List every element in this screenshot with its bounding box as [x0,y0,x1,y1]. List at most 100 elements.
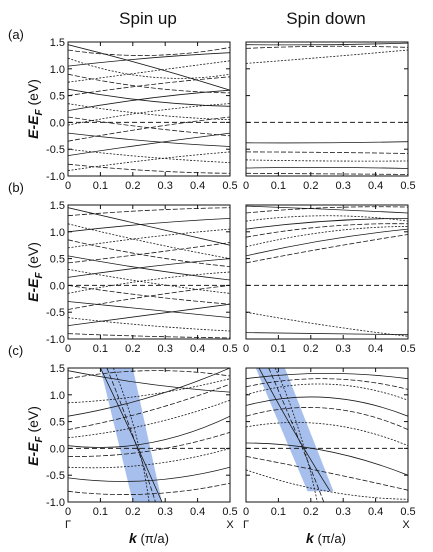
band-line [246,159,408,162]
ylabel-unit: (eV) [25,242,41,272]
band-line [68,44,230,91]
band-line [68,258,230,278]
x-tick-label: 0.3 [158,180,173,192]
panel-label-c: (c) [8,343,23,358]
panel-frame [67,367,231,503]
band-line [68,57,230,79]
plot-area [246,205,408,337]
xlabel-main: k [306,530,315,546]
ylabel-sub: F [34,436,45,443]
panel-b-spin-down: 0 0.1 0.2 0.3 0.4 0.5 [243,204,416,355]
band-line [246,332,408,336]
panel-frame [245,204,409,340]
xlabel-right: k (π/a) [306,530,346,546]
highlighted-crossing-band [100,368,162,502]
band-line [68,415,230,448]
band-line [68,368,230,417]
x-tick-label: 0.3 [336,180,351,192]
x-tick-label: 0.4 [368,343,383,355]
xlabel-unit: (π/a) [314,531,346,546]
x-tick-label: 0.1 [93,506,108,518]
x-tick-label: 0.1 [93,343,108,355]
band-line [68,132,230,156]
band-line [246,42,408,46]
band-line [68,271,230,294]
band-line [246,45,408,49]
band-line [246,407,408,430]
band-line [246,422,408,447]
band-line [68,378,230,404]
band-line [246,226,408,248]
panel-frame [67,41,231,177]
band-line [246,442,408,476]
band-line [68,448,230,469]
ylabel-row-c: E-EF (eV) [25,406,45,466]
band-line [106,368,156,502]
panel-label-b: (b) [8,180,24,195]
x-tick-label: 0.5 [400,506,415,518]
panel-a-spin-up: -1.0 -0.5 0.0 0.5 1.0 1.5 0 0.1 0.2 0.3 0.4 0.5 [46,37,238,192]
plot-area [246,368,408,502]
band-line [68,466,230,482]
x-tick-label: 0 [65,506,71,518]
column-title-spin-down: Spin down [286,9,365,28]
y-tick-label: 1.0 [50,390,65,402]
x-point-label-left: X [226,519,234,531]
x-tick-label: 0.4 [190,180,205,192]
x-tick-label: 0.4 [368,506,383,518]
ylabel-sub: F [34,109,45,116]
y-tick-label: 0.5 [50,91,65,103]
y-tick-label: 0.0 [50,280,65,292]
y-tick-label: 1.5 [50,37,65,49]
x-tick-label: 0 [243,506,249,518]
x-tick-label: 0.2 [125,343,140,355]
plot-area [246,42,408,175]
column-title-spin-up: Spin up [119,9,177,28]
band-line [246,167,408,169]
band-line [68,228,230,249]
band-line [246,172,408,175]
band-line [100,368,163,502]
gamma-point-label-right: Γ [243,519,249,531]
y-tick-label: 1.5 [50,200,65,212]
svg-text:E-EF (eV): E-EF (eV) [25,406,45,466]
band-line [68,482,230,495]
band-line [246,223,408,238]
x-tick-label: 0.3 [336,506,351,518]
x-point-label-right: X [402,519,410,531]
x-tick-label: 0.2 [303,506,318,518]
band-line [68,116,230,142]
band-line [246,311,408,337]
band-line [68,148,230,163]
x-tick-label: 0.4 [368,180,383,192]
x-tick-label: 0.2 [125,506,140,518]
y-tick-label: -1.0 [46,334,65,346]
band-line [246,49,408,64]
band-line [113,368,150,502]
band-line [246,396,408,417]
x-tick-label: 0.4 [190,506,205,518]
plot-area [68,368,230,502]
band-line [268,368,325,502]
x-tick-label: 0 [65,343,71,355]
panel-frame [245,41,409,177]
band-line [68,151,230,171]
x-tick-label: 0.5 [222,180,237,192]
plot-area [68,207,230,339]
band-line [68,132,230,147]
band-line [68,242,230,264]
y-tick-label: 0.5 [50,417,65,429]
band-line [68,116,230,137]
band-line [68,103,230,126]
xlabel-unit: (π/a) [137,531,169,546]
y-tick-label: 0.0 [50,117,65,129]
x-tick-label: 0 [243,180,249,192]
band-line [68,268,230,294]
x-tick-label: 0.2 [303,180,318,192]
band-line [68,89,230,111]
band-line [68,285,230,305]
panel-frame [245,367,409,503]
ylabel-unit: (eV) [25,79,41,109]
panel-frame [67,204,231,340]
ylabel-main: E-E [25,115,41,139]
